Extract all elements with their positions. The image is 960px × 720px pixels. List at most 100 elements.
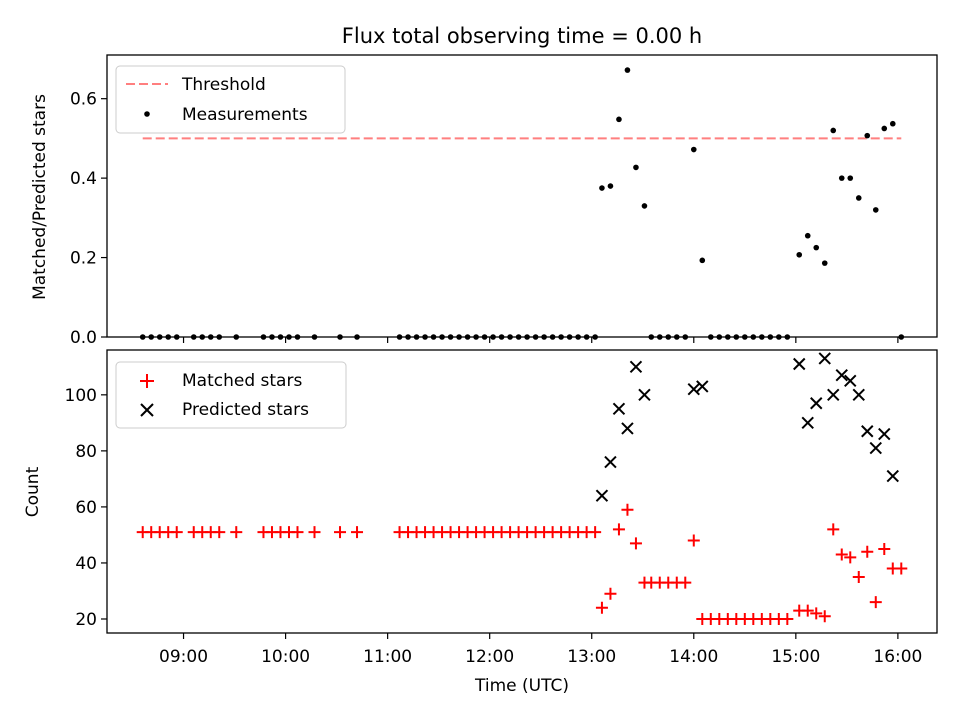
top-ytick-label-0: 0.0	[70, 328, 97, 348]
matched-point-66	[801, 604, 814, 617]
top-panel: 0.0 0.2 0.4 0.6 Matched/Predicted stars Thr…	[30, 54, 938, 348]
legend-matched-label: Matched stars	[182, 371, 302, 391]
matched-point-4	[170, 526, 183, 539]
predicted-point-3	[621, 422, 634, 435]
measurement-point-42	[599, 185, 605, 191]
measurement-point-71	[847, 175, 854, 181]
matched-point-44	[612, 523, 625, 536]
predicted-point-13	[835, 369, 848, 382]
matched-point-45	[621, 503, 634, 516]
measurement-point-54	[699, 257, 706, 264]
matched-point-67	[810, 607, 823, 620]
matched-point-69	[827, 523, 840, 536]
matched-point-14	[291, 526, 304, 539]
bottom-panel-axes: 20 40 60 80 100 09:00 10:00 11:00 12:00 13:00 14:0…	[65, 386, 923, 667]
bottom-xtick-label-0: 09:00	[159, 647, 208, 667]
matched-point-70	[835, 548, 848, 561]
measurement-point-76	[889, 120, 896, 127]
measurement-point-46	[633, 164, 639, 171]
bottom-xtick-label-6: 15:00	[771, 647, 820, 667]
matched-point-16	[334, 526, 347, 539]
measurement-point-53	[690, 146, 697, 153]
legend-matched-swatch	[140, 374, 154, 388]
predicted-point-6	[687, 383, 700, 396]
predicted-point-15	[852, 388, 865, 402]
matched-point-8	[213, 526, 226, 539]
measurement-point-69	[830, 127, 837, 134]
bottom-xtick-label-5: 14:00	[669, 647, 718, 667]
top-ytick-label-3: 0.6	[70, 90, 97, 110]
legend-predicted-label: Predicted stars	[182, 400, 309, 420]
measurement-point-66	[804, 232, 811, 239]
bottom-xtick-label-7: 16:00	[873, 647, 922, 667]
bottom-panel-frame	[106, 349, 938, 634]
matched-point-71	[844, 551, 857, 564]
predicted-point-0	[595, 489, 609, 502]
measurement-point-70	[838, 175, 845, 181]
bottom-panel-marks	[136, 352, 908, 625]
measurement-point-43	[607, 183, 614, 189]
legend-measurements-swatch	[144, 111, 150, 117]
top-panel-axes: 0.0 0.2 0.4 0.6	[70, 90, 899, 348]
bottom-panel: 20 40 60 80 100 09:00 10:00 11:00 12:00 13:00 14:0…	[23, 349, 938, 696]
legend-threshold-label: Threshold	[181, 75, 266, 95]
bottom-ytick-label-3: 80	[75, 442, 97, 462]
predicted-point-9	[801, 416, 814, 430]
matched-point-72	[852, 570, 865, 583]
matched-point-68	[818, 610, 831, 623]
matched-point-77	[895, 562, 908, 575]
predicted-point-11	[818, 352, 831, 365]
matched-point-42	[595, 601, 608, 614]
bottom-xtick-label-3: 12:00	[465, 647, 514, 667]
matched-point-43	[604, 587, 617, 600]
legend-predicted-swatch	[140, 403, 154, 417]
predicted-point-7	[696, 380, 709, 393]
predicted-point-5	[638, 388, 651, 402]
predicted-point-19	[886, 469, 899, 483]
bottom-legend: Matched stars Predicted stars	[115, 361, 347, 429]
predicted-point-2	[612, 402, 626, 416]
chart-title: Flux total observing time = 0.00 h	[342, 24, 702, 48]
top-ytick-label-2: 0.4	[70, 169, 97, 189]
bottom-ytick-label-4: 100	[65, 386, 97, 406]
predicted-point-10	[810, 397, 823, 410]
measurement-point-44	[616, 116, 622, 123]
predicted-point-14	[844, 374, 857, 388]
matched-point-15	[308, 526, 321, 539]
bottom-panel-xlabel: Time (UTC)	[474, 676, 569, 696]
measurement-point-68	[821, 260, 828, 266]
matched-point-73	[861, 545, 874, 558]
measurement-point-73	[864, 132, 871, 139]
matched-point-74	[869, 596, 882, 609]
bottom-xtick-label-2: 11:00	[363, 647, 412, 667]
predicted-point-4	[629, 360, 643, 374]
predicted-point-18	[878, 427, 891, 441]
bottom-xtick-label-1: 10:00	[261, 647, 310, 667]
predicted-point-1	[604, 455, 617, 469]
predicted-point-12	[827, 388, 840, 402]
predicted-point-16	[861, 425, 874, 438]
matched-point-46	[629, 537, 642, 550]
bottom-ytick-label-0: 20	[75, 610, 97, 630]
bottom-ytick-label-2: 60	[75, 498, 97, 518]
measurement-point-45	[624, 67, 631, 73]
measurement-point-75	[881, 125, 888, 132]
measurement-point-67	[813, 244, 820, 251]
measurement-point-74	[872, 207, 879, 213]
top-panel-frame	[106, 54, 938, 338]
predicted-point-8	[793, 357, 806, 371]
measurement-point-72	[855, 195, 862, 201]
measurement-point-47	[641, 203, 648, 209]
predicted-point-17	[869, 441, 882, 455]
bottom-legend-box	[115, 361, 347, 429]
matched-point-75	[878, 542, 891, 555]
measurement-point-65	[796, 251, 803, 258]
top-ytick-label-1: 0.2	[70, 249, 97, 269]
bottom-ytick-label-1: 40	[75, 554, 97, 574]
matched-point-17	[351, 526, 364, 539]
top-panel-ylabel: Matched/Predicted stars	[30, 94, 50, 300]
bottom-panel-ylabel: Count	[23, 466, 43, 517]
legend-measurements-label: Measurements	[182, 105, 308, 125]
matched-point-52	[679, 576, 692, 589]
